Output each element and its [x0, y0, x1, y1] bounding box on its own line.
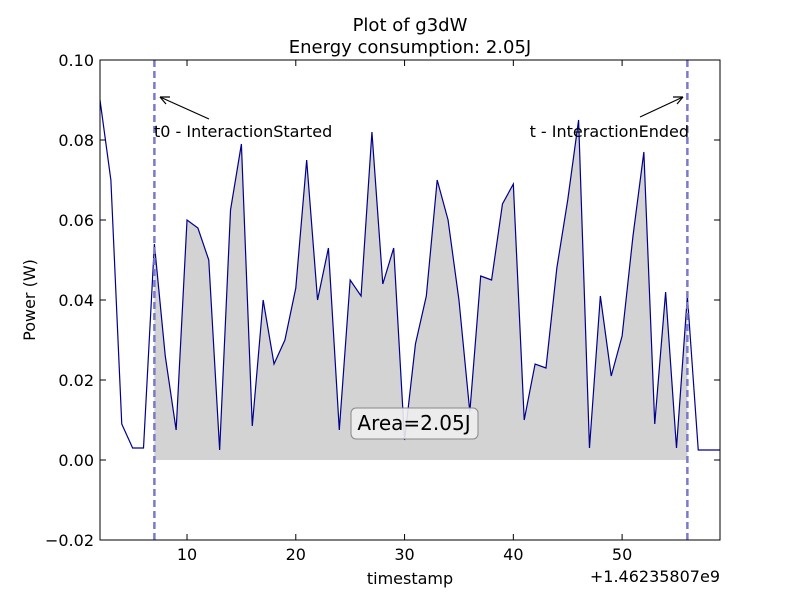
annotation-start-label: t0 - InteractionStarted [154, 122, 332, 141]
area-label-box: Area=2.05J [350, 407, 479, 440]
annotation-end-arrowhead [673, 96, 684, 105]
shaded-area [154, 120, 688, 460]
x-tick-label: 10 [177, 545, 197, 564]
annotation-end-arrow-line [639, 96, 684, 118]
shaded-area-group [154, 120, 688, 460]
y-tick-label: −0.02 [45, 531, 94, 550]
area-label-background [350, 407, 479, 440]
annotation-start: t0 - InteractionStarted [154, 96, 332, 141]
annotation-start-arrowhead [159, 96, 170, 105]
y-tick-label: 0.00 [58, 451, 94, 470]
y-tick-label: 0.10 [58, 51, 94, 70]
annotation-start-arrow-line [159, 96, 210, 120]
annotation-end-label: t - InteractionEnded [530, 122, 689, 141]
x-tick-label: 30 [394, 545, 414, 564]
annotation-end: t - InteractionEnded [530, 96, 689, 141]
y-axis-label: Power (W) [20, 259, 39, 341]
y-tick-label: 0.04 [58, 291, 94, 310]
area-label-text: Area=2.05J [357, 411, 470, 435]
chart-subtitle: Energy consumption: 2.05J [289, 37, 531, 58]
x-tick-label: 20 [286, 545, 306, 564]
x-axis-label: timestamp [367, 569, 453, 588]
y-tick-label: 0.02 [58, 371, 94, 390]
series-line [100, 99, 720, 451]
interaction-lines-group [153, 60, 689, 540]
series-line-group [100, 99, 720, 451]
y-tick-label: 0.08 [58, 131, 94, 150]
x-offset-label: +1.46235807e9 [590, 567, 720, 586]
x-tick-label: 50 [612, 545, 632, 564]
chart-title: Plot of g3dW [353, 15, 468, 36]
ticks-group: 10 20 30 40 50 −0.02 0.00 0.02 0.04 0.06 0.08 0.10 [45, 51, 720, 564]
x-tick-label: 40 [503, 545, 523, 564]
y-tick-label: 0.06 [58, 211, 94, 230]
